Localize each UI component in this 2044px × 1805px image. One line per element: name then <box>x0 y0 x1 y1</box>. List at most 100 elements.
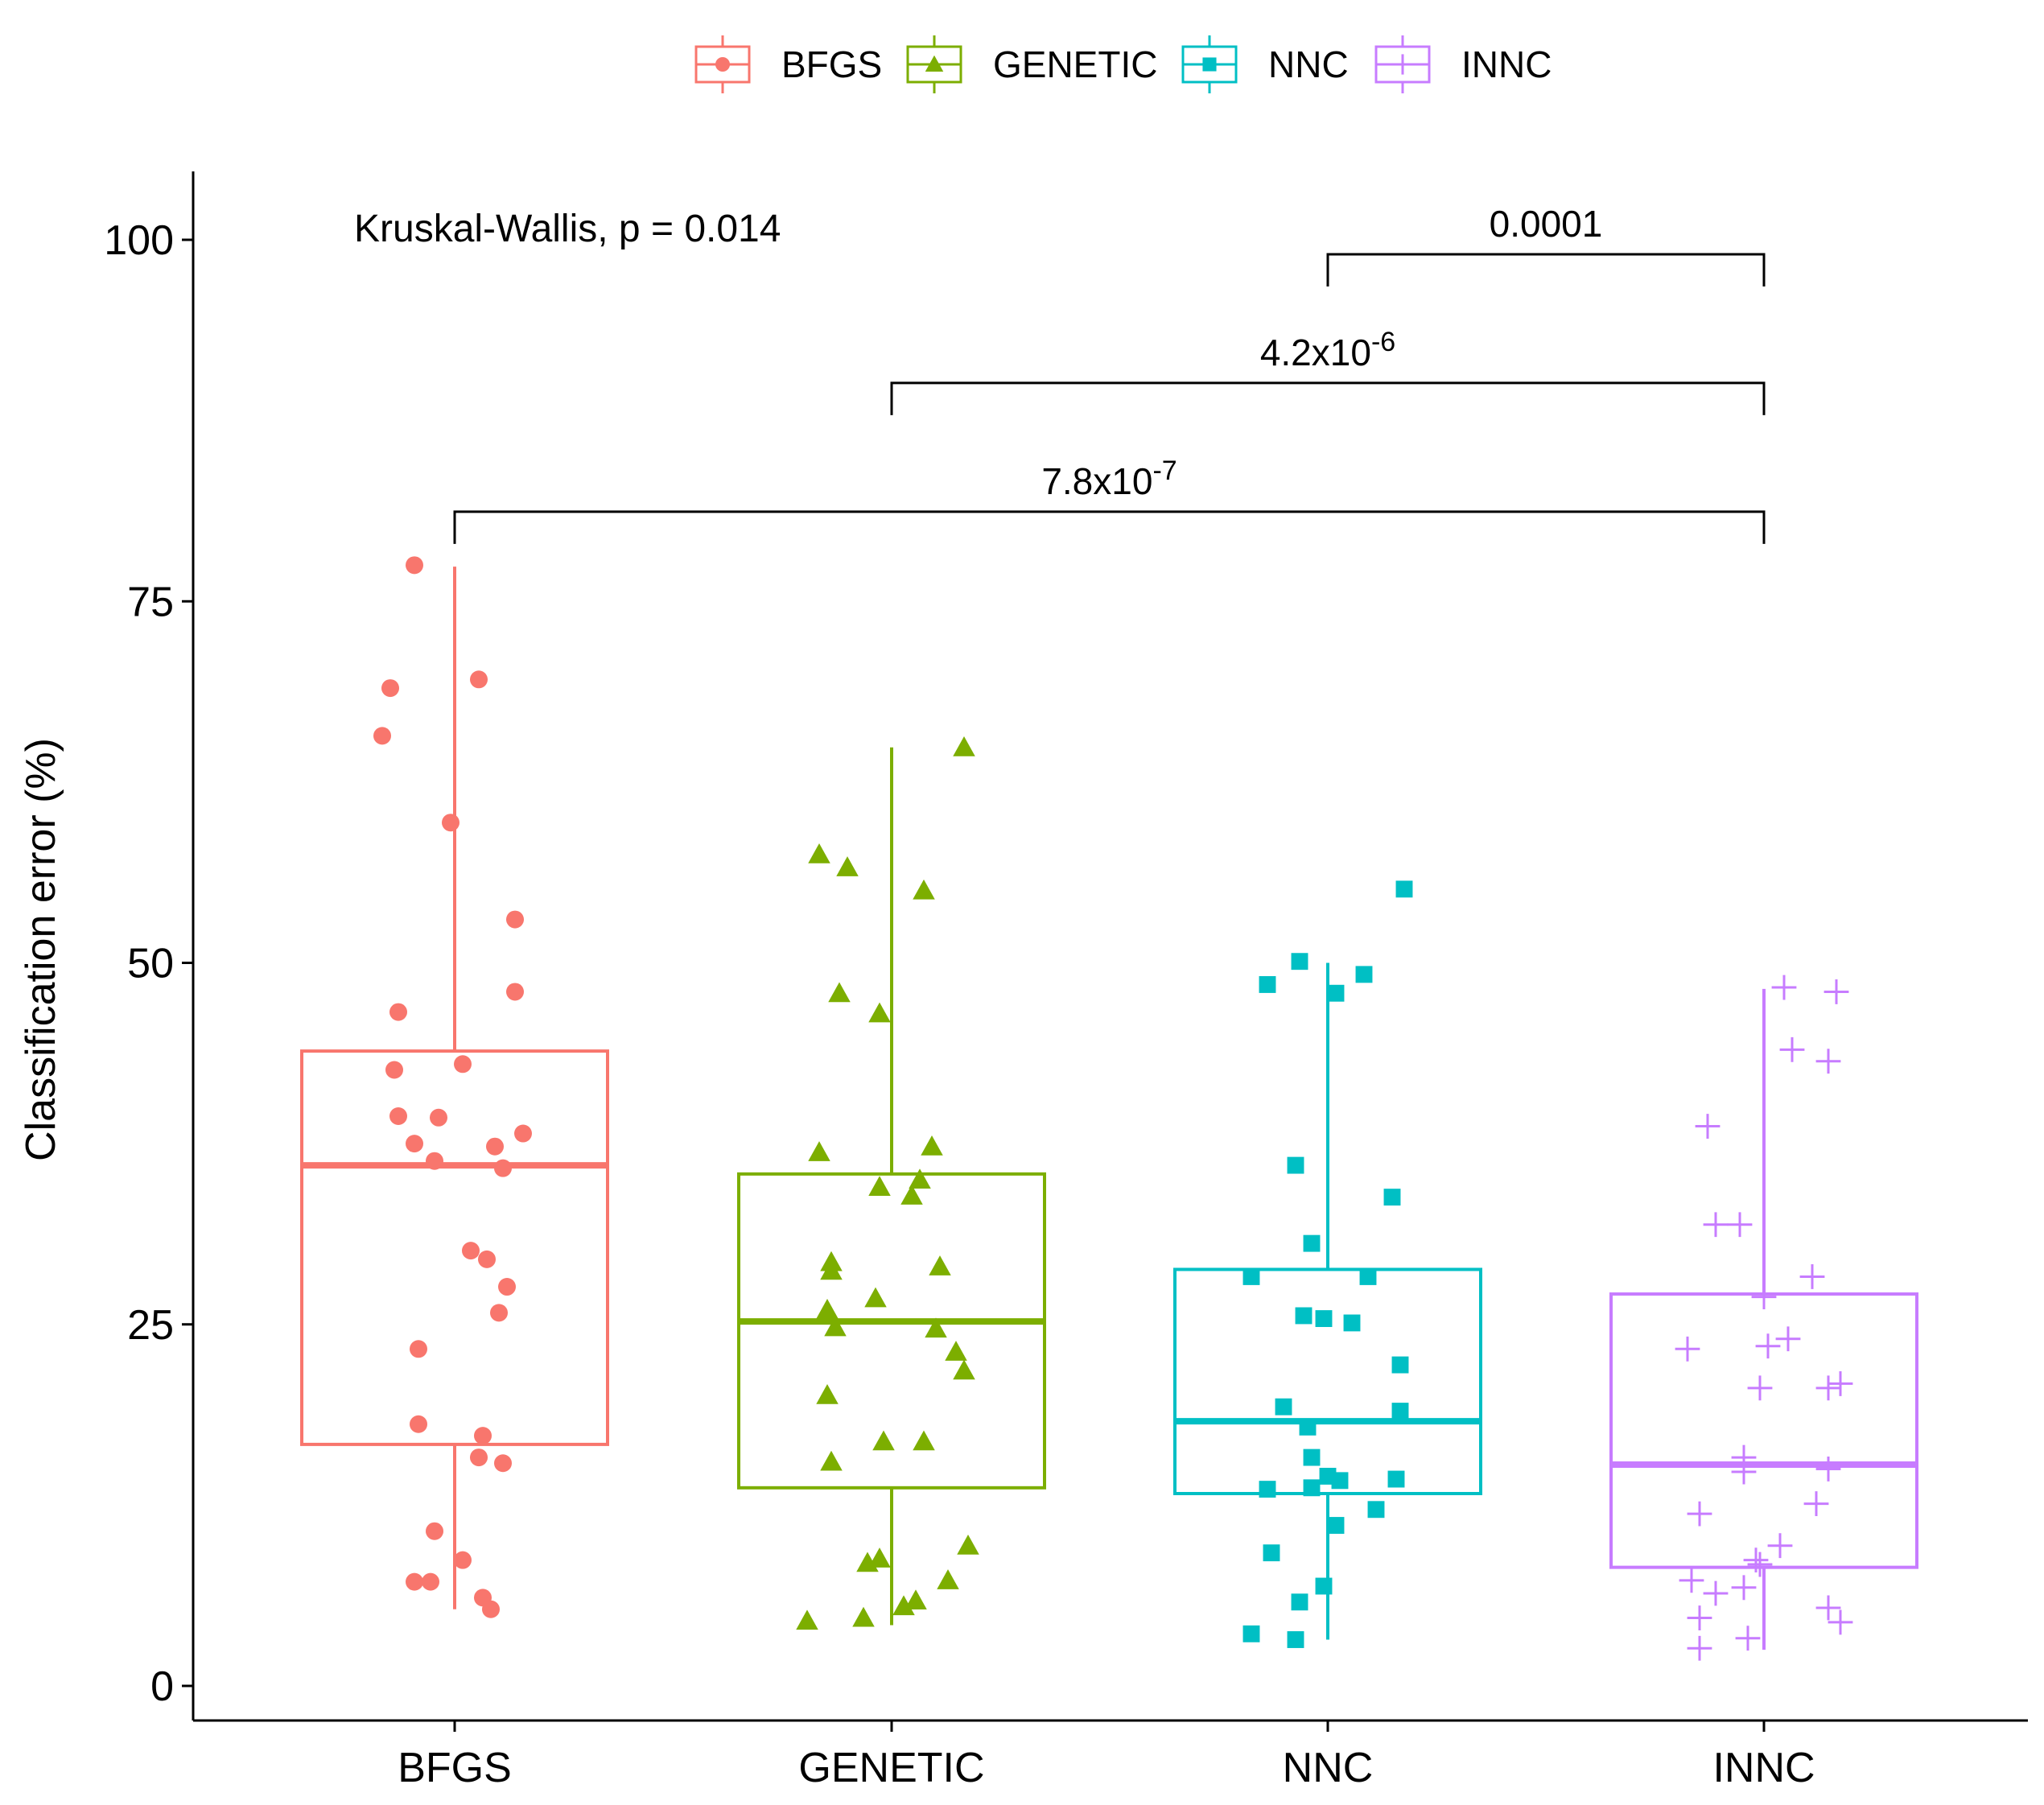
data-point <box>442 814 459 832</box>
data-point <box>1679 1568 1704 1593</box>
data-point <box>410 1340 427 1358</box>
legend-item-nnc: NNC <box>1181 35 1349 93</box>
data-point <box>1747 1375 1773 1401</box>
legend-item-bfgs: BFGS <box>694 35 882 93</box>
group-innc <box>1609 975 1918 1661</box>
p-value-exponent: -6 <box>1371 327 1395 357</box>
y-axis-title: Classification error (%) <box>18 738 64 1161</box>
legend-marker <box>715 57 730 72</box>
group-nnc <box>1173 880 1482 1648</box>
data-point <box>470 1449 488 1467</box>
data-point <box>1291 953 1308 970</box>
data-point <box>389 1003 407 1021</box>
data-point <box>426 1522 443 1540</box>
data-point <box>864 1287 887 1308</box>
data-point <box>454 1055 472 1074</box>
data-point <box>820 1450 843 1471</box>
data-point <box>422 1572 439 1591</box>
data-point <box>406 1135 423 1153</box>
data-point <box>1242 1267 1260 1285</box>
data-point <box>909 1168 931 1189</box>
data-point <box>905 1589 927 1609</box>
data-point <box>1275 1398 1292 1416</box>
bracket <box>1326 253 1766 286</box>
data-point <box>892 1595 915 1616</box>
data-point <box>913 879 935 900</box>
data-point <box>1291 1593 1308 1611</box>
data-point <box>1687 1605 1712 1630</box>
legend-marker <box>1202 57 1217 72</box>
data-point <box>953 736 975 756</box>
data-point <box>1799 1264 1825 1289</box>
p-value-label: 4.2x10-6 <box>1260 327 1395 373</box>
data-point <box>1287 1156 1304 1174</box>
data-point <box>1755 1333 1781 1359</box>
data-point <box>373 727 391 745</box>
data-point <box>482 1600 500 1618</box>
y-tick-label: 25 <box>127 1302 174 1349</box>
data-point <box>1815 1595 1841 1621</box>
data-point <box>462 1242 480 1260</box>
data-point <box>828 982 851 1003</box>
data-point <box>1343 1314 1361 1332</box>
data-point <box>1242 1625 1260 1642</box>
data-point <box>957 1534 979 1555</box>
data-point <box>1315 1310 1333 1328</box>
comparison-genetic-innc: 4.2x10-6 <box>890 327 1766 415</box>
data-point <box>1703 1580 1729 1606</box>
data-point <box>1751 1284 1777 1310</box>
data-point <box>808 1141 830 1161</box>
data-point <box>1295 1307 1313 1325</box>
data-point <box>808 843 830 863</box>
data-point <box>381 679 399 698</box>
data-point <box>1828 1609 1853 1635</box>
data-point <box>1395 880 1413 898</box>
data-point <box>1315 1577 1333 1595</box>
bracket <box>890 381 1766 415</box>
p-value-exponent: -7 <box>1152 455 1177 486</box>
data-point <box>1331 1472 1349 1490</box>
legend-label: NNC <box>1268 43 1349 85</box>
box <box>1609 1292 1918 1569</box>
data-point <box>836 856 859 876</box>
p-value-base: 4.2x10 <box>1260 332 1371 373</box>
data-point <box>921 1135 943 1156</box>
data-point <box>385 1061 403 1079</box>
x-tick-label: GENETIC <box>798 1745 984 1791</box>
legend-label: GENETIC <box>993 43 1157 85</box>
data-point <box>1387 1470 1405 1488</box>
data-point <box>474 1427 492 1445</box>
data-point <box>1824 979 1849 1004</box>
data-point <box>816 1299 839 1319</box>
data-point <box>1771 975 1797 1000</box>
p-value-label: 7.8x10-7 <box>1041 455 1177 502</box>
box <box>737 1172 1046 1490</box>
data-point <box>925 1317 947 1338</box>
data-point <box>868 1547 891 1568</box>
data-point <box>929 1255 951 1275</box>
data-point <box>1747 1552 1773 1577</box>
data-point <box>470 670 488 689</box>
x-tick-label: NNC <box>1283 1745 1374 1791</box>
data-point <box>1303 1449 1321 1466</box>
data-point <box>852 1606 875 1627</box>
group-bfgs <box>300 556 609 1618</box>
comparison-bfgs-innc: 7.8x10-7 <box>453 455 1766 544</box>
data-point <box>1743 1547 1769 1573</box>
y-tick-label: 75 <box>127 579 174 625</box>
data-point <box>900 1185 923 1205</box>
data-point <box>514 1124 532 1143</box>
p-value-label: 0.0001 <box>1490 203 1603 245</box>
box <box>300 1049 609 1446</box>
data-point <box>494 1159 512 1177</box>
y-tick-label: 0 <box>150 1663 174 1710</box>
legend: BFGS GENETIC NNC INNC <box>694 35 1552 93</box>
data-point <box>1731 1459 1757 1485</box>
data-point <box>796 1609 818 1630</box>
data-point <box>945 1341 967 1361</box>
data-point <box>410 1415 427 1433</box>
data-point <box>1735 1626 1761 1651</box>
data-point <box>490 1304 508 1322</box>
data-point <box>1259 1481 1276 1498</box>
